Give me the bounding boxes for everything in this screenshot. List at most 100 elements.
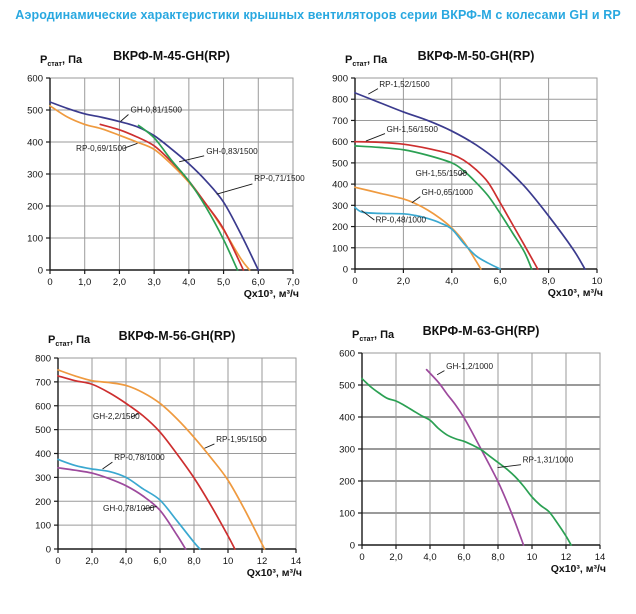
- curve-annotation: RP-0,78/1000: [102, 453, 165, 470]
- x-tick-label: 0: [359, 552, 364, 563]
- y-tick-label: 900: [332, 74, 348, 85]
- curve-annotation: GH-1,2/1000: [436, 362, 493, 376]
- series-curve-rp-0-71-1500: [99, 123, 245, 271]
- curve-annotation: RP-0,69/1500: [76, 142, 138, 153]
- y-tick-label: 700: [35, 377, 51, 388]
- chart-вкрф-м-50-gh-rp-: 0 100 200 300 400 500 600 700 800 900 0 2,0 4,0 6,0 8,…: [330, 40, 636, 308]
- chart-canvas: 0 100 200 300 400 500 600 0 1,0 2,0 3,0 4,0 5,0 6,0 7,…: [27, 49, 305, 300]
- chart-title: ВКРФ-М-56-GH(RP): [119, 329, 236, 343]
- series-curve-gh-1-56-1500: [354, 140, 539, 270]
- curve-annotation-label: GH-0,65/1000: [422, 188, 474, 197]
- page-title: Аэродинамические характеристики крышных …: [15, 8, 621, 22]
- y-tick-label: 200: [27, 202, 43, 213]
- chart-title: ВКРФ-М-45-GH(RP): [113, 49, 230, 63]
- curve-annotation-label: RP-0,48/1000: [376, 215, 427, 224]
- curve-annotation: GH-0,78/1000: [103, 504, 157, 513]
- y-tick-label: 0: [46, 545, 51, 556]
- y-tick-label: 400: [339, 413, 355, 424]
- series-curve-rp-0-48-1000: [354, 206, 502, 270]
- x-tick-label: 7,0: [286, 277, 299, 288]
- curve-annotation: GH-2,2/1500: [93, 412, 140, 421]
- plot-grid: [354, 77, 598, 270]
- axes: 0 100 200 300 400 500 600 0 2,0 4,0 6,0 8,0 10 12 14: [339, 349, 605, 564]
- curve-annotation: GH-0,83/1500: [179, 147, 258, 163]
- y-tick-label: 300: [27, 170, 43, 181]
- x-tick-label: 2,0: [113, 277, 126, 288]
- x-axis-label: Qx10³, м³/ч: [548, 287, 603, 299]
- x-axis-label: Qx10³, м³/ч: [244, 288, 299, 300]
- curve-annotation-label: RP-1,31/1000: [523, 455, 574, 464]
- x-axis-label: Qx10³, м³/ч: [551, 563, 606, 575]
- curve-annotation: GH-1,56/1500: [365, 125, 438, 142]
- curve-annotation-label: GH-1,56/1500: [386, 125, 438, 134]
- series-curve-rp-0-69-1500: [49, 104, 251, 271]
- curve-annotation-label: RP-1,95/1500: [216, 435, 267, 444]
- series-curve-rp-1-52-1500: [354, 92, 586, 270]
- y-tick-label: 400: [35, 449, 51, 460]
- curve-annotation-label: RP-1,52/1500: [379, 80, 430, 89]
- x-tick-label: 8,0: [187, 556, 200, 567]
- y-tick-label: 800: [35, 354, 51, 365]
- curve-annotation-label: GH-1,2/1000: [446, 362, 493, 371]
- curve-annotation: GH-0,81/1500: [120, 106, 182, 122]
- x-tick-label: 8,0: [491, 552, 504, 563]
- series-curve-gh-0-65-1000: [354, 186, 482, 270]
- series-curve-rp-1-95-1500: [57, 369, 266, 550]
- chart-вкрф-м-63-gh-rp-: 0 100 200 300 400 500 600 0 2,0 4,0 6,0 8,0 10 12 14 GH…: [330, 310, 636, 600]
- x-tick-label: 4,0: [119, 556, 132, 567]
- x-tick-label: 10: [527, 552, 538, 563]
- y-tick-label: 100: [35, 521, 51, 532]
- chart-вкрф-м-56-gh-rp-: 0 100 200 300 400 500 600 700 800 0 2,0 4,0 6,0 8,0 10…: [20, 310, 326, 600]
- chart-canvas: 0 100 200 300 400 500 600 700 800 900 0 2,0 4,0 6,0 8,…: [332, 49, 603, 299]
- x-tick-label: 12: [257, 556, 268, 567]
- y-tick-label: 0: [350, 541, 355, 552]
- x-tick-label: 5,0: [217, 277, 230, 288]
- axes: 0 100 200 300 400 500 600 0 1,0 2,0 3,0 4,0 5,0 6,0 7,…: [27, 74, 299, 289]
- series-curve-gh-0-83-1500: [137, 124, 239, 271]
- x-tick-label: 1,0: [78, 277, 91, 288]
- chart-title: ВКРФ-М-50-GH(RP): [418, 49, 535, 63]
- y-tick-label: 200: [339, 477, 355, 488]
- x-tick-label: 10: [223, 556, 234, 567]
- series-curve-rp-1-31-1000: [361, 377, 572, 546]
- curve-annotation: RP-1,52/1500: [368, 80, 430, 95]
- curve-annotation-label: RP-0,71/1500: [254, 174, 305, 183]
- x-tick-label: 4,0: [182, 277, 195, 288]
- curve-annotation: RP-1,95/1500: [204, 435, 267, 449]
- y-axis-label: Pстат, Па: [345, 54, 388, 69]
- y-tick-label: 0: [38, 266, 43, 277]
- x-tick-label: 8,0: [542, 276, 555, 287]
- series-curve-gh-1-55-1500: [354, 145, 533, 270]
- chart-title: ВКРФ-М-63-GH(RP): [423, 324, 540, 338]
- y-tick-label: 500: [332, 158, 348, 169]
- curve-annotation-label: GH-1,55/1500: [416, 169, 468, 178]
- x-tick-label: 6,0: [153, 556, 166, 567]
- y-tick-label: 800: [332, 95, 348, 106]
- y-tick-label: 100: [332, 243, 348, 254]
- chart-canvas: 0 100 200 300 400 500 600 700 800 0 2,0 4,0 6,0 8,0 10…: [35, 329, 302, 579]
- curve-annotation-label: RP-0,69/1500: [76, 144, 127, 153]
- y-tick-label: 600: [27, 74, 43, 85]
- chart-canvas: 0 100 200 300 400 500 600 0 2,0 4,0 6,0 8,0 10 12 14 GH…: [339, 324, 606, 575]
- y-tick-label: 200: [35, 497, 51, 508]
- y-tick-label: 600: [339, 349, 355, 360]
- y-tick-label: 0: [343, 265, 348, 276]
- x-tick-label: 0: [55, 556, 60, 567]
- axes: 0 100 200 300 400 500 600 700 800 0 2,0 4,0 6,0 8,0 10…: [35, 354, 301, 568]
- y-tick-label: 700: [332, 116, 348, 127]
- curve-annotation: RP-0,48/1000: [361, 210, 427, 224]
- x-axis-label: Qx10³, м³/ч: [247, 567, 302, 579]
- x-tick-label: 3,0: [148, 277, 161, 288]
- x-tick-label: 0: [47, 277, 52, 288]
- curve-annotation-label: GH-2,2/1500: [93, 412, 140, 421]
- y-tick-label: 500: [27, 106, 43, 117]
- curve-annotation-label: GH-0,81/1500: [131, 106, 183, 115]
- x-tick-label: 6,0: [494, 276, 507, 287]
- y-tick-label: 300: [35, 473, 51, 484]
- y-tick-label: 600: [332, 137, 348, 148]
- series-curve-gh-2-2-1500: [57, 375, 236, 550]
- y-axis-label: Pстат, Па: [48, 334, 91, 349]
- series-curve-gh-0-81-1500: [49, 101, 260, 271]
- x-tick-label: 2,0: [389, 552, 402, 563]
- x-tick-label: 2,0: [85, 556, 98, 567]
